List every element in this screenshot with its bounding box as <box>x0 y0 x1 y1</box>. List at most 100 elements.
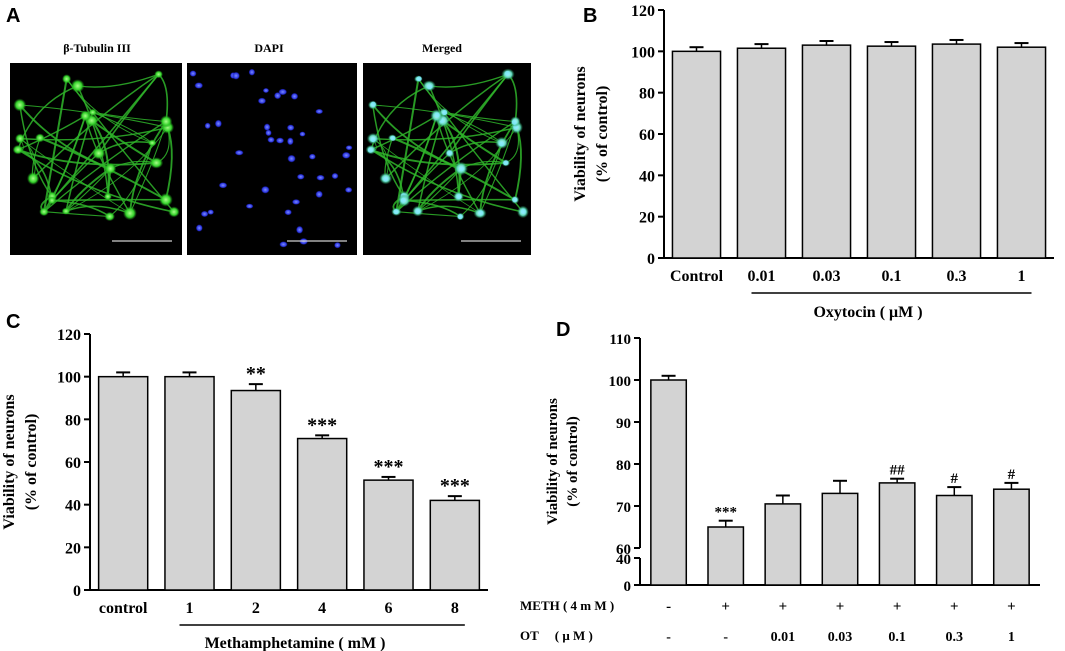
y-tick-label: 80 <box>616 458 631 474</box>
y-axis-c: 0 20 40 60 80 100 120 <box>57 327 488 600</box>
nucleus <box>265 129 272 137</box>
x-tick-label: control <box>99 600 148 617</box>
y-tick-label: 40 <box>639 168 655 185</box>
meth-row-label: - <box>666 599 671 615</box>
cell-body <box>103 192 112 201</box>
y-tick-label: 40 <box>65 498 81 515</box>
neurite <box>98 73 160 154</box>
significance-label: # <box>951 471 959 487</box>
cell-body <box>104 162 117 175</box>
x-tick-label: 1 <box>186 600 194 617</box>
row-label-meth: METH ( 4 m M ) <box>520 598 614 613</box>
nucleus <box>520 209 526 215</box>
bar <box>764 503 802 586</box>
neurite <box>404 198 516 202</box>
nucleus <box>459 166 465 172</box>
neurite <box>43 115 87 213</box>
bar <box>650 379 688 586</box>
nucleus <box>390 135 396 141</box>
nuclei <box>189 68 353 249</box>
nucleus <box>370 101 376 107</box>
meth-row-label: + <box>950 599 959 615</box>
nucleus <box>447 150 453 156</box>
nucleus <box>434 112 440 118</box>
y-tick-label: 110 <box>609 332 631 348</box>
cell-body <box>47 196 57 205</box>
y-tick-label: 0 <box>73 583 81 600</box>
meth-row-label: + <box>1007 599 1016 615</box>
micrograph-merged <box>363 63 531 255</box>
nucleus <box>503 160 509 166</box>
nucleus <box>261 185 270 194</box>
neurite <box>92 111 167 123</box>
neurite <box>77 73 159 88</box>
nucleus <box>189 70 197 77</box>
x-axis-label-c: Methamphetamine ( mM ) <box>205 635 386 651</box>
bar <box>931 43 982 259</box>
nucleus <box>279 241 288 248</box>
nucleus <box>267 136 275 143</box>
neurite <box>396 211 461 218</box>
ot-row-label: - <box>723 630 728 645</box>
y-tick-label: 40 <box>616 552 631 568</box>
nucleus <box>416 76 422 82</box>
cell-body <box>159 115 173 128</box>
y-tick-label: 90 <box>616 416 631 432</box>
bar <box>935 494 973 586</box>
bars-b <box>671 38 1047 259</box>
ot-row-label: 0.03 <box>828 630 853 645</box>
nucleus <box>505 70 511 76</box>
nucleus <box>245 203 254 209</box>
y-tick-label: 0 <box>624 579 632 595</box>
row-label-ot: OT ( μ M ) <box>520 628 593 643</box>
nucleus <box>316 174 325 181</box>
y-tick-label: 60 <box>639 127 655 144</box>
nucleus <box>308 153 316 160</box>
neurite <box>17 115 86 151</box>
neurite <box>19 138 131 214</box>
nucleus <box>263 123 271 131</box>
nucleus <box>296 173 305 180</box>
micrograph-tubulin <box>10 63 182 255</box>
significance-label: *** <box>714 505 737 521</box>
significance-label: ** <box>246 363 266 385</box>
significance-label: *** <box>374 456 404 478</box>
cell-body <box>61 207 71 215</box>
x-labels-c: control 1 2 4 6 8 <box>99 600 465 626</box>
meth-row-label: + <box>836 599 845 615</box>
significance-label: # <box>1008 467 1016 483</box>
y-axis-label2-d: (% of control) <box>565 416 581 507</box>
x-tick-label: 8 <box>451 600 459 617</box>
bar <box>97 375 149 591</box>
cell-body <box>92 147 106 160</box>
y-tick-label: 120 <box>631 3 655 20</box>
nucleus <box>315 108 324 115</box>
nucleus <box>367 147 373 153</box>
bars-c: *********** <box>97 363 481 591</box>
y-axis-label-d: Viability of neurons <box>545 398 561 525</box>
neurite <box>429 73 509 88</box>
neurite-network <box>365 68 529 242</box>
neurite <box>372 138 481 214</box>
nucleus <box>257 97 267 105</box>
cell-body <box>149 157 164 169</box>
neurite <box>417 127 518 212</box>
nucleus <box>286 137 294 146</box>
y-tick-label: 120 <box>57 327 81 344</box>
y-tick-label: 100 <box>57 370 81 387</box>
panel-letter-b: B <box>583 5 597 27</box>
y-tick-label: 70 <box>616 500 631 516</box>
nucleus <box>331 172 339 180</box>
cell-body <box>168 206 180 218</box>
bar <box>671 50 722 259</box>
neurite <box>370 115 437 151</box>
nucleus <box>345 145 353 151</box>
y-axis-label-b: Viability of neurons <box>572 66 589 201</box>
y-axis-b: 0 20 40 60 80 100 120 <box>631 3 1054 268</box>
bar <box>363 479 414 591</box>
neurite <box>92 111 153 144</box>
y-tick-label: 80 <box>639 86 655 103</box>
ot-row-label: 0.3 <box>946 630 964 645</box>
